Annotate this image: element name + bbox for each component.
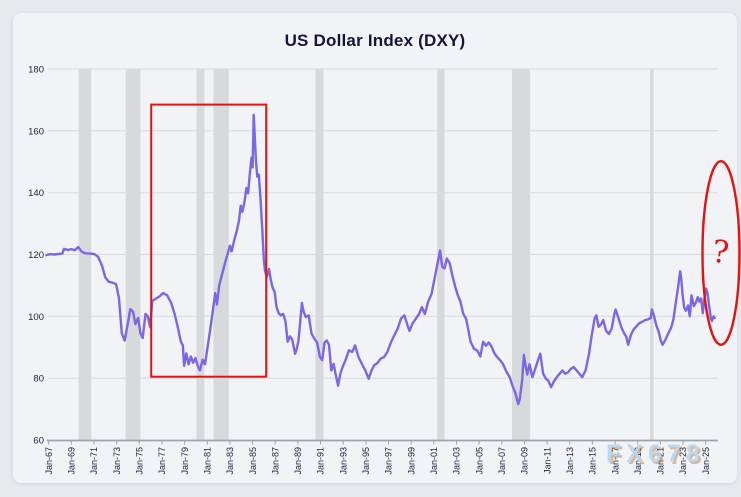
x-tick-label: Jan-99 [406,447,416,475]
y-tick-label: 140 [28,188,44,199]
x-tick-label: Jan-91 [316,447,326,475]
x-tick-label: Jan-73 [112,447,122,475]
x-tick-label: Jan-93 [338,447,348,475]
question-mark-annotation: ? [710,234,731,272]
x-tick-label: Jan-09 [520,447,530,475]
x-tick-label: Jan-71 [89,447,99,475]
x-tick-label: Jan-13 [565,447,575,475]
y-tick-label: 120 [28,250,44,261]
x-tick-label: Jan-79 [180,447,190,475]
x-tick-label: Jan-83 [225,447,235,475]
y-tick-label: 60 [33,436,44,447]
y-tick-label: 80 [33,374,44,385]
x-tick-label: Jan-95 [361,447,371,475]
y-tick-label: 160 [28,126,44,137]
x-tick-label: Jan-17 [610,447,620,475]
x-tick-label: Jan-15 [588,447,598,475]
x-tick-label: Jan-87 [270,447,280,475]
y-tick-label: 180 [28,65,44,76]
x-tick-label: Jan-07 [497,447,507,475]
x-tick-label: Jan-03 [452,447,462,475]
x-tick-label: Jan-75 [135,447,145,475]
x-tick-label: Jan-77 [157,447,167,475]
x-tick-label: Jan-97 [384,447,394,475]
x-tick-label: Jan-81 [203,447,213,475]
x-tick-label: Jan-21 [656,447,666,475]
x-tick-label: Jan-67 [44,447,54,475]
red-box-annotation [150,103,268,378]
x-tick-label: Jan-69 [67,447,77,475]
x-tick-label: Jan-01 [429,447,439,475]
x-tick-label: Jan-89 [293,447,303,475]
x-tick-label: Jan-23 [678,447,688,475]
x-tick-label: Jan-85 [248,447,258,475]
dxy-series-line [45,113,716,406]
chart-title: US Dollar Index (DXY) [284,31,466,50]
x-tick-label: Jan-19 [633,447,643,475]
x-tick-label: Jan-25 [701,447,711,475]
x-tick-label: Jan-05 [474,447,484,475]
red-ellipse-annotation [701,159,741,347]
y-tick-label: 100 [28,312,44,323]
x-tick-label: Jan-11 [542,447,552,474]
